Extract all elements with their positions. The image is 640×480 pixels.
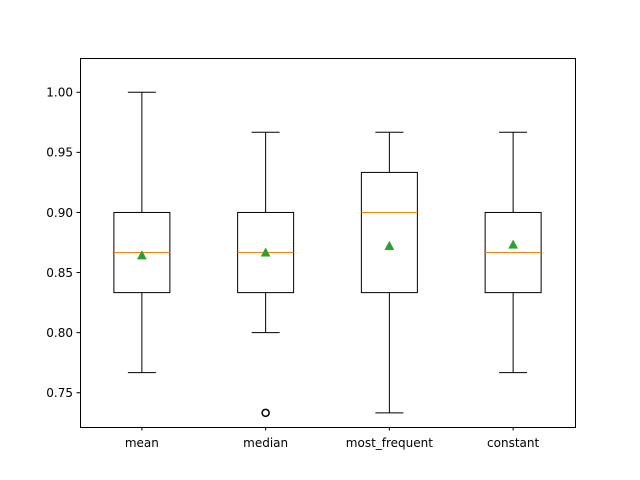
box-median <box>237 131 295 418</box>
box-mean <box>113 91 171 374</box>
outlier-point <box>261 408 270 418</box>
x-tick-label: mean <box>125 436 159 450</box>
mean-marker <box>384 240 395 250</box>
box-most-frequent <box>360 131 418 414</box>
y-tick-label: 0.95 <box>46 146 73 160</box>
y-tick-label: 0.80 <box>46 326 73 340</box>
y-tick-label: 0.75 <box>46 386 73 400</box>
mean-marker <box>260 247 271 257</box>
y-tick-label: 0.85 <box>46 266 73 280</box>
box-constant <box>484 131 542 374</box>
y-tick-label: 1.00 <box>46 86 73 100</box>
plot-area <box>113 91 542 418</box>
x-tick-label: constant <box>487 436 539 450</box>
mean-marker <box>508 239 519 249</box>
x-tick-label: most_frequent <box>346 436 433 450</box>
iqr-box <box>360 171 418 294</box>
axes-frame <box>80 58 576 428</box>
y-axis: 0.75 0.80 0.85 0.90 0.95 1.00 <box>46 86 80 400</box>
x-tick-label: median <box>243 436 288 450</box>
mean-marker <box>136 250 147 260</box>
y-tick-label: 0.90 <box>46 206 73 220</box>
x-axis: mean median most_frequent constant <box>125 427 540 450</box>
